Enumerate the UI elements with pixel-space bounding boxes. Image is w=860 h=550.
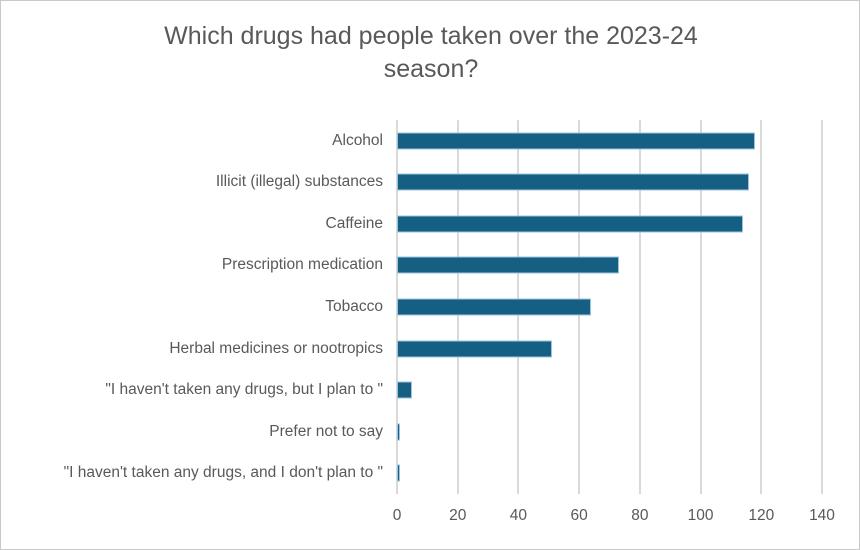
bar[interactable]: [397, 381, 413, 399]
gridline: [760, 120, 763, 494]
gridline: [821, 120, 823, 494]
category-label: Tobacco: [325, 298, 383, 316]
bar-track: [397, 162, 822, 204]
bar-row: Prefer not to say: [1, 411, 822, 453]
chart-title: Which drugs had people taken over the 20…: [164, 22, 698, 83]
category-label: "I haven't taken any drugs, and I don't …: [63, 464, 383, 482]
bar-track: [397, 328, 822, 370]
category-label: Alcohol: [332, 131, 383, 149]
x-axis-tick-label: 40: [509, 507, 528, 524]
bar[interactable]: [397, 215, 744, 233]
bar-track: [397, 245, 822, 287]
bar-row: Tobacco: [1, 286, 822, 328]
bar-track: [397, 411, 822, 453]
category-label: Prefer not to say: [269, 422, 383, 440]
bar[interactable]: [397, 423, 401, 441]
category-label: Illicit (illegal) substances: [215, 173, 383, 191]
category-label: Herbal medicines or nootropics: [169, 339, 383, 357]
x-axis-tick-label: 100: [687, 507, 714, 524]
bar-track: [397, 453, 822, 495]
bar-track: [397, 369, 822, 411]
bar[interactable]: [397, 464, 401, 482]
bar-row: Prescription medication: [1, 245, 822, 287]
bar-track: [397, 286, 822, 328]
plot-area: Alcohol Illicit (illegal) substances Caffe…: [1, 120, 822, 494]
bar-row: Caffeine: [1, 203, 822, 245]
x-axis-tick-label: 60: [570, 507, 588, 524]
category-label: Caffeine: [325, 214, 383, 232]
bar-track: [397, 203, 822, 245]
bar[interactable]: [397, 132, 756, 150]
x-axis-tick-label: 120: [748, 507, 775, 524]
gridline: [699, 120, 702, 494]
bar-row: Alcohol: [1, 120, 822, 162]
x-axis-tick-label: 80: [631, 507, 649, 524]
category-label: Prescription medication: [221, 256, 383, 274]
bar[interactable]: [397, 340, 552, 358]
bar[interactable]: [397, 173, 750, 191]
bar-track: [397, 120, 822, 162]
bar-row: Illicit (illegal) substances: [1, 162, 822, 204]
gridline: [638, 120, 641, 494]
bar[interactable]: [397, 298, 592, 316]
category-label: "I haven't taken any drugs, but I plan t…: [105, 381, 383, 399]
x-axis-tick-label: 140: [809, 507, 835, 524]
bar-row: "I haven't taken any drugs, but I plan t…: [1, 369, 822, 411]
bar-row: "I haven't taken any drugs, and I don't …: [1, 453, 822, 495]
bar[interactable]: [397, 256, 619, 274]
x-axis: 0 20 40 60 80 100 120 140: [393, 507, 835, 529]
x-axis-tick-label: 0: [392, 507, 402, 524]
x-axis-tick-label: 20: [449, 507, 467, 524]
bar-row: Herbal medicines or nootropics: [1, 328, 822, 370]
